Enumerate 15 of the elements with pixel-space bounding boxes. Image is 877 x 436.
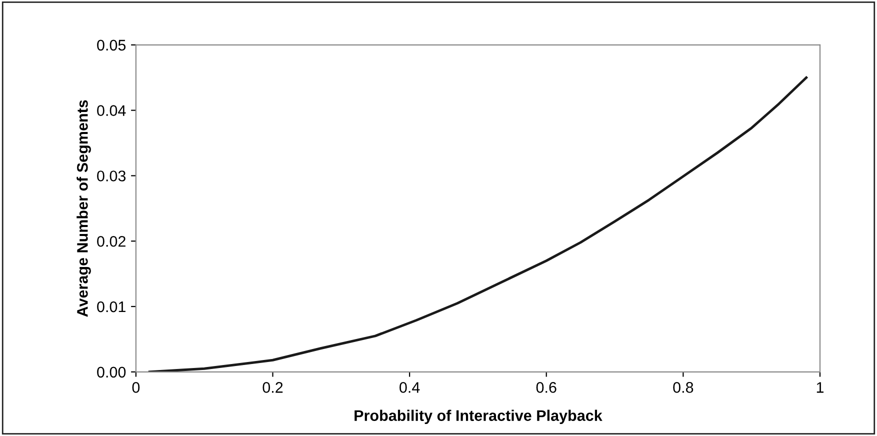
x-tick-label: 0.8	[673, 382, 694, 393]
x-tick-label: 0.6	[536, 382, 556, 393]
y-tick-label: 0.01	[97, 301, 126, 312]
y-tick-label: 0.02	[97, 236, 126, 247]
y-tick-label: 0.03	[97, 170, 126, 182]
y-axis-title: Average Number of Segments	[76, 100, 91, 317]
x-tick-label: 1	[816, 382, 824, 393]
x-tick-label: 0	[132, 382, 140, 393]
y-tick-label: 0.00	[97, 366, 126, 378]
y-tick-label: 0.05	[97, 40, 126, 51]
line-series	[148, 76, 808, 372]
x-tick-label: 0.2	[262, 382, 283, 393]
x-tick-label: 0.4	[400, 382, 420, 393]
y-tick-label: 0.04	[97, 105, 126, 116]
x-axis-title: Probability of Interactive Playback	[354, 410, 602, 424]
